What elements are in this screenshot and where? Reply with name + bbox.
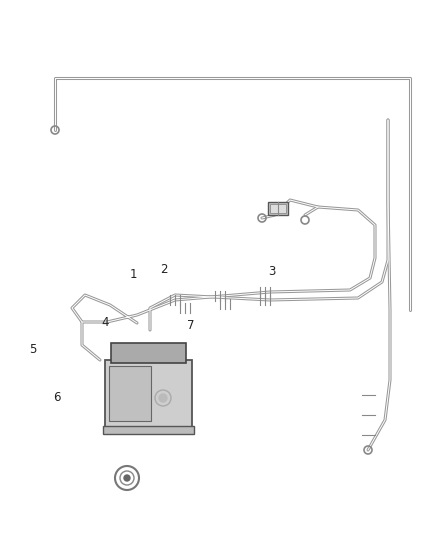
Text: 6: 6 xyxy=(53,391,61,403)
Text: 2: 2 xyxy=(160,263,168,276)
Text: 4: 4 xyxy=(101,316,109,329)
FancyBboxPatch shape xyxy=(109,366,151,421)
FancyBboxPatch shape xyxy=(110,343,186,362)
FancyBboxPatch shape xyxy=(105,359,191,426)
FancyBboxPatch shape xyxy=(268,201,288,214)
Circle shape xyxy=(124,475,130,481)
Text: 3: 3 xyxy=(268,265,275,278)
Circle shape xyxy=(159,394,167,402)
Text: 7: 7 xyxy=(187,319,194,332)
Text: 5: 5 xyxy=(29,343,36,356)
FancyBboxPatch shape xyxy=(270,204,286,213)
FancyBboxPatch shape xyxy=(102,425,194,433)
Text: 1: 1 xyxy=(130,268,138,281)
